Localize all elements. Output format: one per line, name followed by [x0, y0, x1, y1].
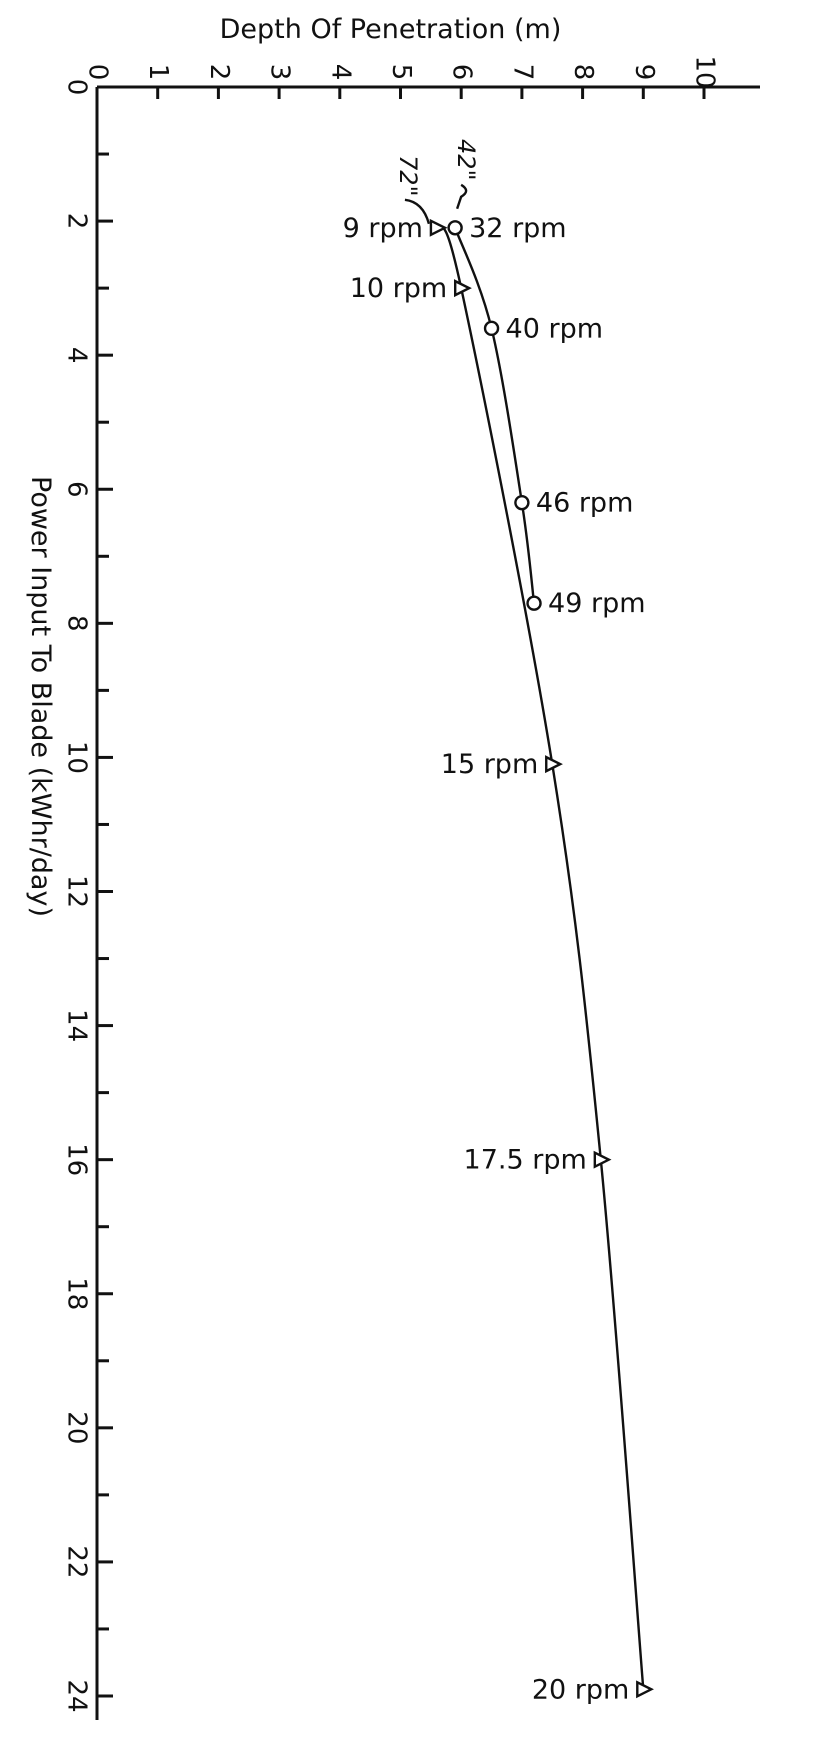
- point-labels: 32 rpm 40 rpm 46 rpm 49 rpm 9 rpm 10 rpm 15 rp…: [343, 213, 646, 1706]
- x-tick-label: 4: [325, 64, 355, 81]
- y-axis-title: Power Input To Blade (kWhr/day): [25, 476, 56, 917]
- x-tick-label: 10: [690, 55, 720, 88]
- triangle-marker: [454, 279, 472, 298]
- x-tick-label: 8: [568, 64, 598, 81]
- point-label: 46 rpm: [536, 488, 633, 519]
- y-tick-label: 4: [62, 347, 92, 364]
- point-label: 20 rpm: [532, 1674, 629, 1705]
- x-tick-label: 6: [447, 64, 477, 81]
- x-tick-label: 5: [386, 64, 416, 81]
- point-label: 32 rpm: [469, 213, 566, 244]
- x-tick-label: 7: [507, 64, 537, 81]
- point-label: 9 rpm: [343, 213, 423, 244]
- y-tick-label: 24: [62, 1679, 92, 1712]
- y-tick-label: 22: [62, 1545, 92, 1578]
- y-tick-label: 20: [62, 1411, 92, 1444]
- series-labels: 42" 72": [394, 139, 480, 225]
- series-label-72: 72": [394, 155, 422, 197]
- x-tick-label: 2: [204, 64, 234, 81]
- x-axis-title: Depth Of Penetration (m): [220, 14, 562, 45]
- x-tick-label: 9: [629, 64, 659, 81]
- circle-marker: [514, 494, 530, 511]
- y-tick-label: 0: [62, 79, 92, 96]
- y-tick-label: 16: [62, 1143, 92, 1176]
- point-label: 49 rpm: [548, 588, 645, 619]
- point-label: 10 rpm: [350, 273, 447, 304]
- y-tick-label: 8: [62, 615, 92, 632]
- triangle-marker: [429, 218, 448, 237]
- circle-marker: [447, 220, 463, 236]
- x-tick-label: 1: [143, 64, 173, 81]
- point-label: 15 rpm: [441, 749, 538, 780]
- y-tick-label: 6: [62, 481, 92, 498]
- series-markers: [429, 218, 654, 1699]
- y-tick-label: 10: [62, 741, 92, 774]
- y-tick-label: 18: [62, 1277, 92, 1310]
- circle-marker: [526, 595, 542, 611]
- series-label-72-arrow: [404, 198, 431, 225]
- y-tick-label: 2: [62, 213, 92, 230]
- series-label-42-arrow: [455, 183, 468, 210]
- series-line: [454, 227, 536, 604]
- series-label-42: 42": [452, 139, 480, 181]
- x-ticks: 0 1 2 3 4 5 6 7 8 9 10: [83, 55, 720, 99]
- series-line: [435, 226, 645, 1690]
- triangle-marker: [545, 755, 563, 774]
- y-tick-label: 14: [62, 1009, 92, 1042]
- x-tick-label: 0: [83, 64, 113, 81]
- point-label: 17.5 rpm: [464, 1145, 587, 1176]
- triangle-marker: [593, 1150, 612, 1169]
- series-curves: [435, 226, 645, 1690]
- x-tick-label: 3: [265, 64, 295, 81]
- point-label: 40 rpm: [506, 313, 603, 344]
- y-tick-label: 12: [62, 875, 92, 908]
- circle-marker: [483, 320, 500, 337]
- triangle-marker: [636, 1680, 654, 1699]
